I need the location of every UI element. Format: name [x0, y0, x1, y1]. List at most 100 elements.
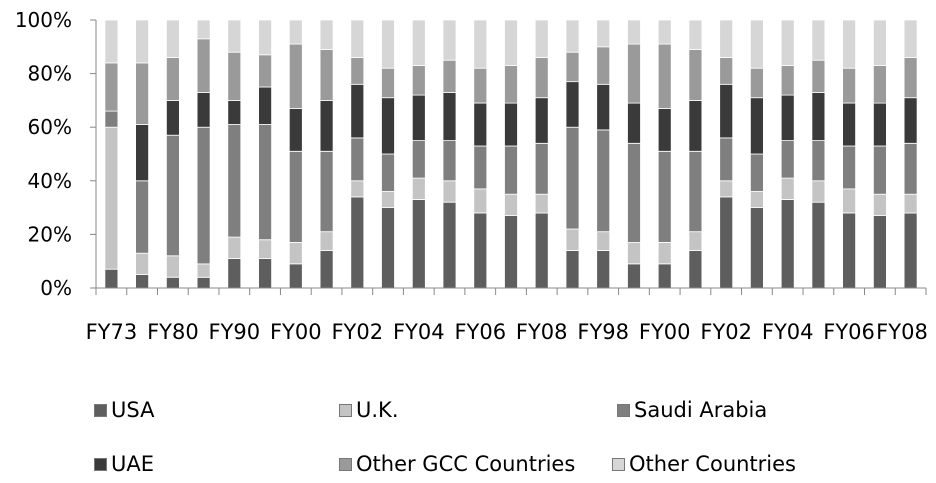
bar-segment [442, 140, 457, 182]
bar-segment [688, 150, 703, 233]
bar-segment [688, 250, 703, 289]
bar-segment [473, 212, 488, 289]
bar-segment [135, 252, 150, 275]
bar-stack [842, 19, 856, 289]
bar-segment [135, 124, 150, 182]
bar-segment [350, 180, 365, 198]
bar-stack [811, 19, 826, 289]
bar-segment [627, 43, 641, 104]
bar-segment [534, 142, 549, 195]
legend-swatch-uk [339, 403, 352, 417]
bar-segment [903, 97, 918, 144]
bar-segment [688, 49, 703, 101]
bar-segment [504, 215, 518, 289]
bar-segment [442, 201, 457, 289]
bar-segment [258, 54, 273, 88]
bar-stack [504, 19, 518, 289]
bar-segment [719, 19, 734, 58]
bar-segment [719, 180, 734, 198]
legend-label-uk: U.K. [356, 398, 399, 422]
legend-label-saudi-arabia: Saudi Arabia [634, 398, 768, 422]
bar-segment [350, 19, 365, 58]
x-tick-label: FY90 [208, 320, 260, 344]
bar-segment [288, 150, 303, 243]
bar-segment [688, 19, 703, 50]
bar-stacks [104, 19, 918, 289]
bar-stack [196, 19, 211, 289]
legend-swatch-saudi-arabia [617, 403, 630, 417]
bar-segment [750, 153, 764, 192]
bar-segment [811, 92, 826, 142]
x-tick-label: FY98 [577, 320, 629, 344]
bar-stack [381, 19, 395, 289]
bar-segment [873, 19, 887, 66]
bar-stack [135, 19, 150, 289]
legend-label-uae: UAE [111, 452, 155, 476]
bar-stack [411, 19, 426, 289]
bar-segment [719, 57, 734, 85]
bar-segment [627, 102, 641, 144]
legend: USA U.K. Saudi Arabia UAE Other GCC Coun… [0, 380, 936, 480]
bar-segment [534, 19, 549, 58]
legend-label-other-gcc: Other GCC Countries [356, 452, 576, 476]
bar-segment [811, 180, 826, 203]
bar-segment [842, 19, 856, 69]
bar-segment [104, 62, 119, 112]
bar-segment [350, 137, 365, 182]
bar-segment [719, 137, 734, 182]
bar-segment [750, 19, 764, 69]
bar-segment [442, 19, 457, 61]
bar-segment [350, 83, 365, 139]
bar-stack [165, 19, 180, 289]
bar-segment [288, 43, 303, 109]
bar-segment [565, 51, 580, 83]
bar-segment [657, 19, 672, 45]
bar-segment [504, 65, 518, 104]
bar-segment [227, 124, 242, 238]
bar-segment [657, 263, 672, 289]
bar-segment [196, 126, 211, 265]
bar-segment [258, 19, 273, 56]
bar-segment [381, 19, 395, 69]
bar-segment [258, 258, 273, 289]
bar-segment [135, 274, 150, 289]
bar-segment [319, 19, 334, 50]
bar-segment [534, 193, 549, 214]
bar-segment [596, 19, 611, 48]
bar-segment [811, 59, 826, 93]
bar-segment [411, 140, 426, 179]
bar-segment [842, 145, 856, 190]
legend-item-saudi-arabia: Saudi Arabia [617, 398, 767, 422]
bar-segment [104, 110, 119, 128]
bar-segment [842, 188, 856, 214]
x-axis: FY73 FY80 FY90 FY00 FY02 FY04 FY06 FY08 FY98 FY00… [86, 287, 928, 344]
x-tick-label: FY04 [393, 320, 445, 344]
bar-segment [688, 100, 703, 152]
bar-segment [750, 97, 764, 155]
legend-swatch-other-gcc [339, 457, 352, 471]
bar-segment [657, 43, 672, 109]
bar-segment [811, 201, 826, 289]
bar-segment [504, 102, 518, 147]
bar-stack [319, 19, 334, 289]
bar-segment [473, 145, 488, 190]
bar-segment [319, 250, 334, 289]
bar-segment [227, 51, 242, 101]
bar-segment [104, 268, 119, 289]
bar-segment [319, 49, 334, 101]
bar-stack [104, 19, 119, 289]
bar-segment [442, 180, 457, 203]
bar-segment [196, 276, 211, 289]
bar-segment [842, 102, 856, 147]
bar-segment [473, 188, 488, 214]
bar-stack [750, 19, 764, 289]
bar-segment [381, 153, 395, 192]
bar-segment [319, 100, 334, 152]
bar-segment [842, 67, 856, 104]
bar-segment [473, 102, 488, 147]
y-axis: 0% 20% 40% 60% 80% 100% [15, 8, 97, 300]
bar-segment [596, 46, 611, 85]
bar-segment [842, 212, 856, 289]
x-tick-label: FY04 [762, 320, 814, 344]
bar-segment [750, 191, 764, 209]
